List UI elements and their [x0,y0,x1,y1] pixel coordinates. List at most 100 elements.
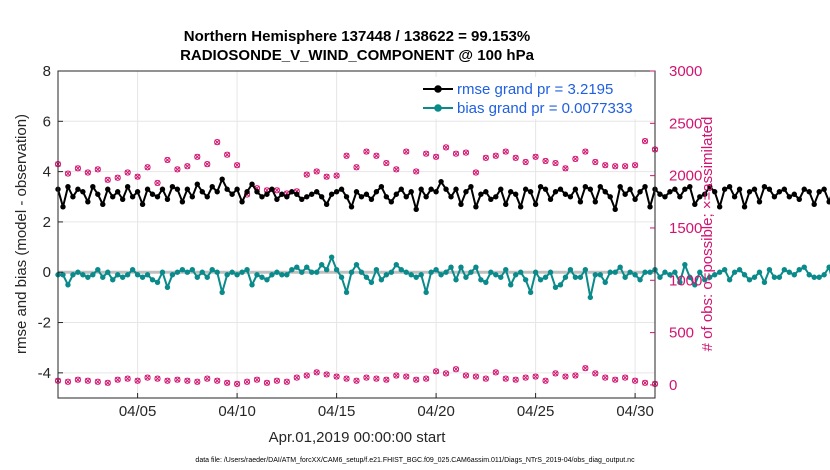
obs-assimilated-marker-lower [353,377,360,384]
bias-point [468,269,474,275]
bias-point [269,272,275,278]
rmse-point [761,184,768,190]
obs-possible-marker-upper [442,144,450,151]
left-tick-label: 8 [43,63,51,80]
chart-subtitle: RADIOSONDE_V_WIND_COMPONENT @ 100 hPa [180,47,535,64]
rmse-point [164,196,171,202]
rmse-point [756,199,763,205]
bias-point [284,272,290,278]
obs-assimilated-marker-upper [532,154,539,160]
bias-point [363,274,370,280]
rmse-point [244,189,250,195]
rmse-point [468,184,474,190]
obs-assimilated-marker-upper [144,164,151,171]
bias-point [433,267,439,273]
obs-assimilated-marker-lower [373,375,380,382]
bias-point [110,277,116,283]
obs-assimilated-marker-lower [512,376,519,383]
rmse-point [423,194,429,200]
bias-point [328,254,335,260]
obs-assimilated-marker-upper [433,154,439,160]
bias-point [716,269,723,275]
obs-assimilated-marker-lower [522,374,529,381]
rmse-point [408,189,414,195]
obs-assimilated-marker-upper [274,187,280,194]
obs-assimilated-marker-lower [303,372,310,379]
rmse-point [309,191,315,197]
rmse-point [289,189,295,195]
rmse-point [413,206,419,213]
bias-point [448,264,454,270]
bias-point [279,272,285,278]
obs-possible-marker-upper [572,155,579,162]
obs-possible-marker-lower [373,375,380,382]
bias-point [751,274,758,280]
x-axis-ticks: 04/05 04/10 04/15 04/20 04/25 04/30 [119,393,654,420]
right-axis-ticks: 0 500 1000 1500 2000 2500 3000 [650,63,702,394]
bias-point [289,267,295,273]
rmse-point [353,189,360,195]
rmse-point [612,206,618,213]
rmse-point [746,189,753,195]
rmse-point [547,196,554,202]
obs-assimilated-marker-upper [174,166,181,173]
obs-possible-marker-lower [174,376,181,383]
obs-assimilated-marker-upper [383,160,390,166]
obs-possible-marker-upper [74,165,82,172]
obs-assimilated-marker-lower [184,377,191,384]
obs-assimilated-marker-lower [473,373,479,380]
obs-possible-marker-upper [353,164,360,171]
obs-possible-marker-upper [403,148,410,155]
rmse-point [129,194,136,200]
left-tick-label: 6 [43,113,51,130]
rmse-point [65,184,71,190]
bias-point [333,267,340,273]
rmse-point [731,194,738,200]
bias-point [582,267,589,273]
rmse-point [229,191,235,197]
rmse-point [224,186,230,192]
bias-point [95,267,101,273]
bias-point [592,272,598,278]
obs-possible-marker-lower [641,379,649,386]
rmse-point [239,199,245,205]
rmse-point [527,189,534,195]
obs-assimilated-marker-upper [194,154,201,160]
obs-assimilated-marker-upper [642,138,648,144]
obs-possible-marker-upper [134,173,141,180]
obs-possible-marker-upper [164,156,171,164]
obs-possible-marker-lower [482,375,489,382]
bias-point [179,267,186,273]
obs-possible-marker-lower [134,377,141,384]
bias-point [667,272,673,278]
obs-assimilated-marker-lower [632,377,638,384]
rmse-point [154,194,161,200]
right-tick-label: 3000 [669,63,702,80]
rmse-point [318,194,325,200]
bias-point [348,269,355,275]
rmse-point [60,204,66,210]
rmse-point [75,186,81,192]
obs-possible-marker-lower [592,370,599,377]
x-tick-label: 04/15 [318,403,356,420]
rmse-point [85,199,91,205]
rmse-point [587,186,594,192]
plot-area [58,71,655,398]
obs-possible-marker-lower [602,374,609,381]
rmse-point [622,191,628,197]
obs-possible-marker-lower [433,368,440,375]
rmse-point [314,189,320,195]
rmse-point [712,189,718,195]
rmse-point [333,189,340,195]
obs-possible-marker-lower [214,377,221,384]
rmse-point [110,194,116,200]
obs-possible-marker-lower [243,378,251,385]
obs-possible-marker-lower [632,377,639,384]
obs-possible-marker-upper [462,149,470,156]
rmse-point [751,186,758,192]
legend-bias-marker [434,104,442,112]
rmse-point [204,194,210,200]
obs-assimilated-marker-upper [552,160,559,166]
obs-assimilated-marker-upper [75,165,81,172]
